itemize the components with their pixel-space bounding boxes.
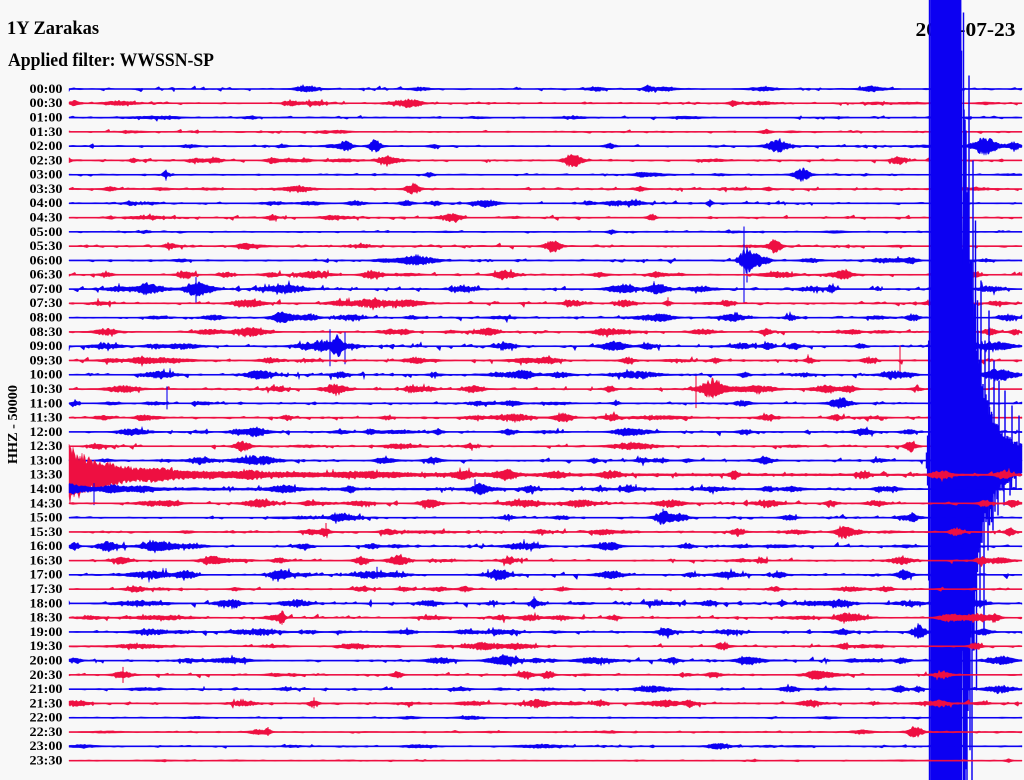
svg-text:20:30: 20:30 (30, 668, 63, 682)
svg-text:12:00: 12:00 (30, 425, 63, 439)
svg-text:08:00: 08:00 (30, 311, 63, 325)
svg-text:10:30: 10:30 (30, 382, 63, 396)
svg-text:01:00: 01:00 (30, 111, 63, 125)
svg-text:02:30: 02:30 (30, 153, 63, 167)
svg-text:11:00: 11:00 (30, 396, 63, 410)
svg-text:23:00: 23:00 (30, 739, 63, 753)
svg-text:06:00: 06:00 (30, 253, 63, 267)
svg-text:00:30: 00:30 (30, 96, 63, 110)
svg-text:00:00: 00:00 (30, 82, 63, 96)
svg-text:21:30: 21:30 (30, 696, 63, 710)
svg-text:10:00: 10:00 (30, 368, 63, 382)
svg-text:13:30: 13:30 (30, 468, 63, 482)
svg-text:1Y Zarakas: 1Y Zarakas (7, 18, 99, 39)
svg-text:14:00: 14:00 (30, 482, 63, 496)
svg-text:03:30: 03:30 (30, 182, 63, 196)
svg-text:18:00: 18:00 (30, 596, 63, 610)
svg-text:23:30: 23:30 (30, 754, 63, 768)
svg-text:06:30: 06:30 (30, 268, 63, 282)
svg-text:14:30: 14:30 (30, 496, 63, 510)
svg-text:22:00: 22:00 (30, 711, 63, 725)
svg-text:04:30: 04:30 (30, 211, 63, 225)
svg-text:05:00: 05:00 (30, 225, 63, 239)
svg-text:18:30: 18:30 (30, 611, 63, 625)
svg-text:11:30: 11:30 (30, 411, 63, 425)
svg-text:01:30: 01:30 (30, 125, 63, 139)
svg-text:02:00: 02:00 (30, 139, 63, 153)
svg-text:21:00: 21:00 (30, 682, 63, 696)
svg-text:19:30: 19:30 (30, 639, 63, 653)
svg-text:09:00: 09:00 (30, 339, 63, 353)
svg-text:08:30: 08:30 (30, 325, 63, 339)
svg-text:07:30: 07:30 (30, 296, 63, 310)
svg-text:17:30: 17:30 (30, 582, 63, 596)
svg-text:03:00: 03:00 (30, 168, 63, 182)
svg-text:12:30: 12:30 (30, 439, 63, 453)
svg-text:19:00: 19:00 (30, 625, 63, 639)
svg-text:09:30: 09:30 (30, 353, 63, 367)
svg-text:15:30: 15:30 (30, 525, 63, 539)
svg-text:04:00: 04:00 (30, 196, 63, 210)
svg-text:20:00: 20:00 (30, 654, 63, 668)
svg-text:Applied filter: WWSSN-SP: Applied filter: WWSSN-SP (8, 50, 214, 71)
svg-text:16:30: 16:30 (30, 554, 63, 568)
svg-text:22:30: 22:30 (30, 725, 63, 739)
svg-text:17:00: 17:00 (30, 568, 63, 582)
svg-text:HHZ - 50000: HHZ - 50000 (6, 385, 21, 464)
svg-text:05:30: 05:30 (30, 239, 63, 253)
svg-text:13:00: 13:00 (30, 453, 63, 467)
svg-text:16:00: 16:00 (30, 539, 63, 553)
svg-text:07:00: 07:00 (30, 282, 63, 296)
svg-text:15:00: 15:00 (30, 511, 63, 525)
